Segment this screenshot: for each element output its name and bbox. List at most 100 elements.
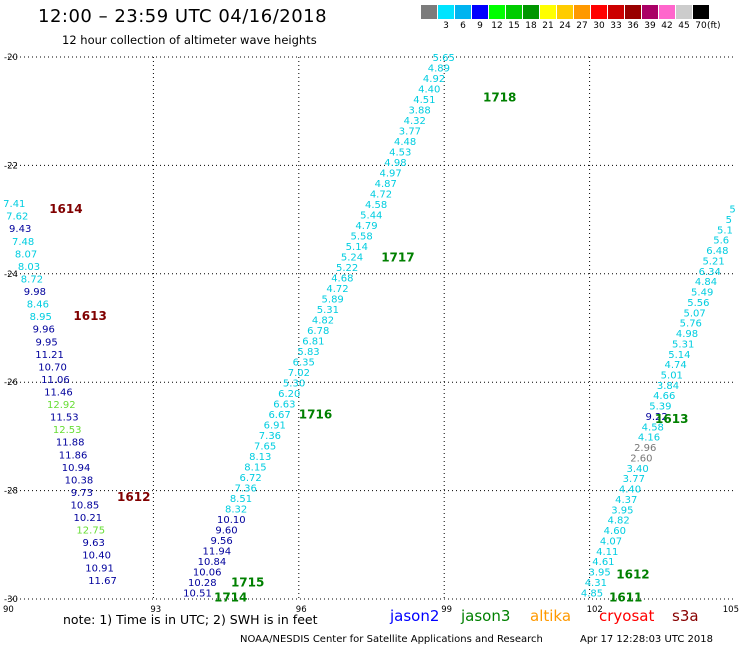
wave-height-value: 4.72 <box>326 284 348 295</box>
wave-height-value: 4.98 <box>384 158 406 169</box>
wave-height-value: 5.49 <box>691 288 713 299</box>
wave-height-value: 5.6 <box>713 236 729 247</box>
wave-height-value: 4.61 <box>592 557 614 568</box>
wave-height-value: 4.97 <box>379 168 401 179</box>
track-time-label: 1612 <box>117 490 150 504</box>
wave-height-value: 9.60 <box>215 525 237 536</box>
wave-height-value: 6.67 <box>268 410 290 421</box>
colorbar-unit: (ft) <box>707 21 721 31</box>
wave-height-value: 10.84 <box>198 557 227 568</box>
wave-height-value: 11.86 <box>59 450 88 461</box>
wave-height-value: 5.21 <box>702 256 724 267</box>
wave-height-value: 9.98 <box>24 287 46 298</box>
chart-title: 12:00 – 23:59 UTC 04/16/2018 <box>38 6 328 27</box>
wave-height-value: 5.89 <box>322 294 344 305</box>
lat-tick-label: -28 <box>4 487 18 497</box>
colorbar-label: 45 <box>678 21 690 31</box>
colorbar-label: 6 <box>460 21 466 31</box>
colorbar-swatch <box>540 5 557 19</box>
wave-height-value: 8.03 <box>18 262 40 273</box>
wave-height-value: 4.31 <box>585 578 607 589</box>
chart-subtitle: 12 hour collection of altimeter wave hei… <box>62 33 317 47</box>
colorbar-swatch <box>523 5 540 19</box>
wave-height-value: 6.48 <box>706 246 728 257</box>
wave-height-value: 7.02 <box>288 368 310 379</box>
wave-height-value: 10.85 <box>71 500 100 511</box>
wave-height-value: 4.74 <box>664 360 686 371</box>
wave-height-value: 4.72 <box>370 189 392 200</box>
legend-item-s3a: s3a <box>672 607 699 625</box>
wave-height-value: 10.70 <box>38 362 67 373</box>
wave-height-value: 9.63 <box>83 538 105 549</box>
wave-height-value: 5.31 <box>672 339 694 350</box>
colorbar-swatch <box>676 5 693 19</box>
wave-height-value: 4.82 <box>312 315 334 326</box>
wave-height-value: 4.92 <box>423 74 445 85</box>
wave-height-value: 3.84 <box>657 381 679 392</box>
wave-height-value: 8.15 <box>244 462 266 473</box>
wave-height-value: 5 <box>726 215 732 226</box>
wave-height-value: 4.40 <box>619 485 641 496</box>
wave-height-value: 9.43 <box>9 224 31 235</box>
wave-height-value: 9.96 <box>33 325 55 336</box>
wave-height-value: 11.67 <box>88 576 117 587</box>
colorbar-swatch <box>591 5 608 19</box>
track-time-label: 1614 <box>49 202 82 216</box>
colorbar-label: 9 <box>477 21 483 31</box>
wave-height-value: 5.1 <box>717 225 733 236</box>
wave-height-value: 3.95 <box>611 505 633 516</box>
wave-height-value: 6.34 <box>699 267 721 278</box>
wave-height-value: 4.32 <box>404 116 426 127</box>
wave-height-value: 4.85 <box>581 588 603 599</box>
wave-height-value: 4.51 <box>413 95 435 106</box>
footer-timestamp: Apr 17 12:28:03 UTC 2018 <box>580 634 713 645</box>
wave-height-value: 11.94 <box>202 546 231 557</box>
track-time-label: 1613 <box>73 309 106 323</box>
colorbar-label: 12 <box>491 21 503 31</box>
wave-height-value: 5.76 <box>680 319 702 330</box>
wave-height-value: 10.40 <box>82 551 111 562</box>
wave-height-value: 4.68 <box>331 273 353 284</box>
wave-height-value: 4.48 <box>394 137 416 148</box>
wave-height-value: 11.88 <box>56 438 85 449</box>
wave-height-value: 10.38 <box>65 475 94 486</box>
wave-height-value: 4.89 <box>428 63 450 74</box>
wave-height-value: 4.11 <box>596 547 618 558</box>
footer-credit: NOAA/NESDIS Center for Satellite Applica… <box>240 634 543 645</box>
wave-height-value: 4.37 <box>615 495 637 506</box>
wave-height-value: 10.06 <box>193 567 222 578</box>
wave-height-value: 11.53 <box>50 413 79 424</box>
colorbar-swatch <box>659 5 676 19</box>
wave-height-value: 10.91 <box>85 563 114 574</box>
lat-tick-label: -26 <box>4 378 18 388</box>
wave-height-value: 7.62 <box>6 212 28 223</box>
track-time-label: 1611 <box>609 590 642 604</box>
wave-height-value: 6.81 <box>302 336 324 347</box>
colorbar-swatch <box>625 5 642 19</box>
lon-tick-label: 105 <box>723 605 739 615</box>
lon-tick-label: 90 <box>3 605 14 615</box>
wave-height-value: 12.53 <box>53 425 82 436</box>
colorbar-swatch <box>642 5 659 19</box>
track-time-label: 1718 <box>483 91 516 105</box>
colorbar-swatch <box>455 5 472 19</box>
wave-height-value: 5.56 <box>687 298 709 309</box>
legend-item-cryosat: cryosat <box>599 607 655 625</box>
footer-note: note: 1) Time is in UTC; 2) SWH is in fe… <box>63 612 318 627</box>
colorbar-swatch <box>489 5 506 19</box>
wave-height-value: 7.36 <box>235 483 257 494</box>
wave-height-value: 4.79 <box>355 221 377 232</box>
wave-height-value: 10.10 <box>217 515 246 526</box>
lat-tick-label: -30 <box>4 595 18 605</box>
colorbar-label: 18 <box>525 21 537 31</box>
wave-height-value: 5.14 <box>346 242 368 253</box>
wave-height-value: 5.30 <box>283 378 305 389</box>
wave-height-value: 4.82 <box>607 516 629 527</box>
colorbar-swatch <box>557 5 574 19</box>
wave-height-value: 8.32 <box>225 504 247 515</box>
colorbar-label: 27 <box>576 21 588 31</box>
wave-height-value: 11.46 <box>44 387 73 398</box>
colorbar-label: 39 <box>644 21 656 31</box>
wave-height-value: 10.51 <box>183 588 212 599</box>
